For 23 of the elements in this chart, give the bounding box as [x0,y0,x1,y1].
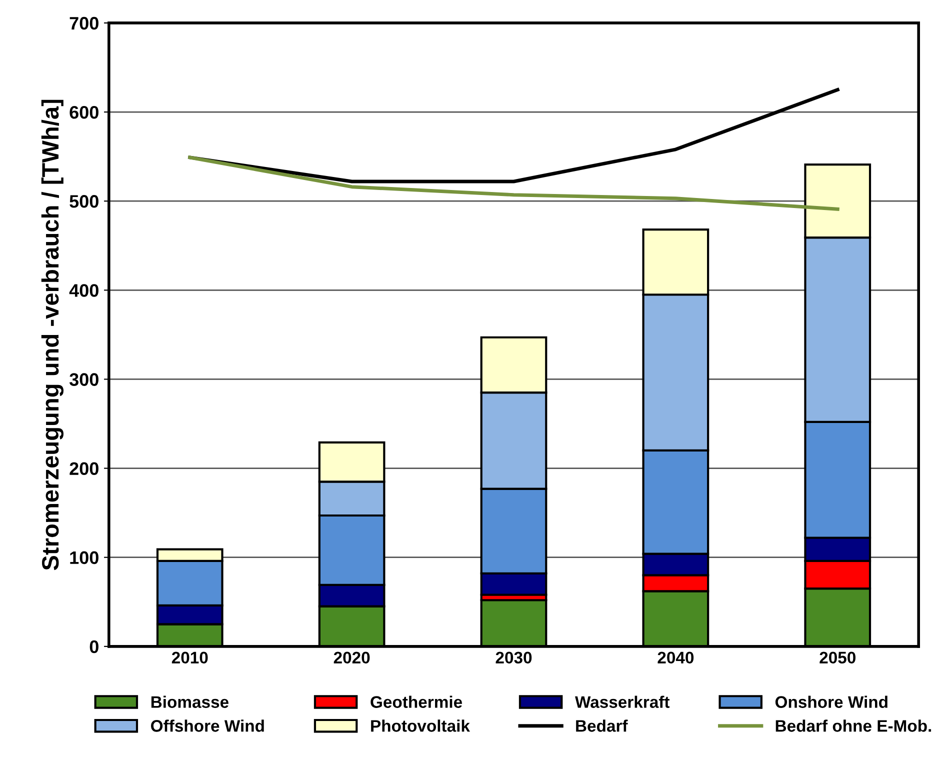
x-tick-label: 2050 [820,652,856,664]
legend-label: Bedarf ohne E-Mob. [776,720,932,732]
legend-label: Biomasse [151,696,229,708]
y-tick-label: 500 [70,195,98,208]
y-tick-label: 100 [70,551,98,564]
x-tick-label: 2010 [172,652,208,664]
legend-label: Wasserkraft [574,696,670,708]
x-tick-label: 2030 [496,652,532,664]
x-tick-label: 2040 [658,652,694,664]
legend-label: Bedarf [576,720,628,732]
y-tick-label: 200 [70,462,98,476]
legend-label: Onshore Wind [775,696,888,708]
y-tick-label: 300 [69,373,98,386]
legend-label: Photovoltaik [371,720,470,732]
y-tick-label: 0 [90,640,98,654]
legend-label: Geothermie [370,696,462,708]
line-series [188,156,840,211]
x-tick-label: 2020 [334,652,370,664]
y-tick-label: 400 [69,284,98,297]
legend-label: Offshore Wind [151,720,264,732]
y-axis-title: Stromerzeugung und -verbrauch / [TWh/a] [41,100,64,570]
y-tick-label: 700 [70,16,98,30]
y-tick-label: 600 [70,106,98,119]
